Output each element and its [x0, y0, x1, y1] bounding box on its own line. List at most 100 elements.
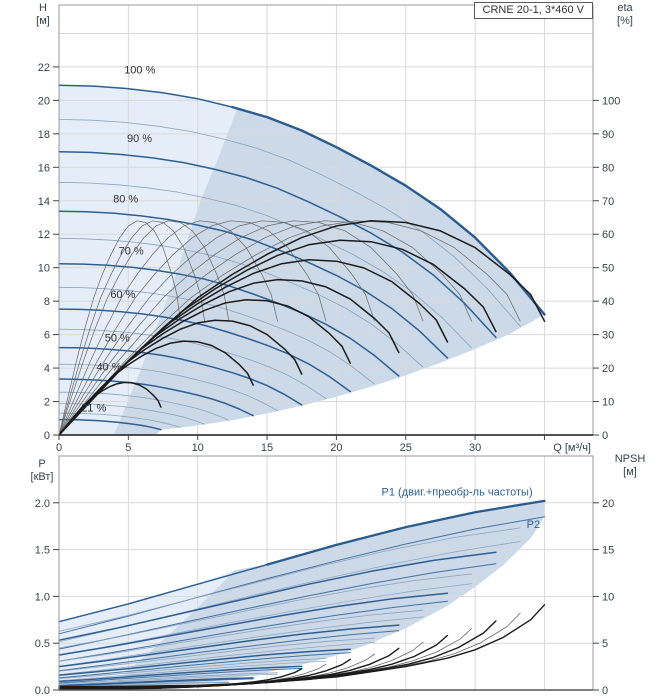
tick-label: 10 — [602, 397, 614, 409]
curve-label: 21 % — [81, 403, 106, 415]
tick-label: 2.0 — [35, 498, 50, 510]
head-curve-95 — [58, 119, 521, 327]
npsh-axis-header: NPSH [м] — [606, 453, 654, 479]
head-curve-90 — [58, 151, 497, 339]
p1-curve-40 — [58, 677, 254, 687]
p2-curve-70 — [58, 630, 400, 672]
tick-label: 6 — [44, 330, 50, 342]
tick-label: 15 — [602, 545, 614, 557]
efficiency-curve-25 — [58, 220, 181, 436]
tick-label: 0.0 — [35, 685, 50, 697]
curve-label: P1 (двиг.+преобр-ль частоты) — [382, 486, 533, 498]
tick-label: 18 — [38, 129, 50, 141]
tick-label: 80 — [602, 162, 614, 174]
p2-curve-55 — [58, 660, 327, 682]
tick-label: 50 — [602, 263, 614, 275]
npsh-axis-unit: [м] — [623, 466, 637, 478]
tick-label: Q [м³/ч] — [553, 442, 591, 454]
power-axis-label: P — [38, 458, 46, 470]
tick-label: 10 — [192, 442, 204, 454]
tick-label: 0 — [44, 430, 50, 442]
head-curve-100 — [231, 105, 546, 316]
head-curve-85 — [58, 181, 473, 349]
efficiency-curve-35 — [58, 220, 230, 436]
pump-model-title-box: CRNE 20-1, 3*460 V — [473, 2, 593, 19]
p2-curve-65 — [58, 642, 375, 675]
head-curve-21 — [58, 418, 162, 431]
p2-curve-85 — [58, 583, 472, 656]
tick-label: 70 — [602, 196, 614, 208]
tick-label: 10 — [602, 591, 614, 603]
p1-curve-50 — [58, 665, 303, 683]
p2-curve-75 — [58, 616, 424, 667]
tick-label: 20 — [602, 363, 614, 375]
tick-label: 0 — [56, 442, 62, 454]
tick-label: 60 — [602, 229, 614, 241]
p2-curve-45 — [58, 673, 278, 686]
tick-label: 12 — [38, 229, 50, 241]
efficiency-curve-95 — [58, 220, 521, 436]
head-curve-50 — [58, 346, 303, 406]
p2-curve-50 — [58, 667, 303, 684]
tick-label: 0 — [602, 430, 608, 442]
p1-curve-55 — [58, 658, 327, 679]
curve-label: 70 % — [119, 245, 144, 257]
p1-curve-45 — [58, 672, 278, 685]
head-axis-unit: [м] — [36, 15, 50, 27]
p2-curve-90 — [58, 563, 497, 650]
tick-label: 30 — [469, 442, 481, 454]
p1-curve-85 — [58, 573, 473, 649]
tick-label: 30 — [602, 330, 614, 342]
power-axis-unit: [кВт] — [30, 471, 54, 483]
tick-label: 2 — [44, 397, 50, 409]
power-axis-header: P [кВт] — [25, 458, 59, 484]
power-region-dark — [114, 500, 545, 687]
head-axis-label: H — [39, 2, 47, 14]
curve-label: 50 % — [105, 332, 130, 344]
tick-label: 16 — [38, 162, 50, 174]
head-curve-60 — [58, 308, 352, 393]
tick-label: 15 — [261, 442, 273, 454]
tick-label: 5 — [125, 442, 131, 454]
eta-axis-label: eta — [617, 2, 633, 14]
p1-curve-60 — [58, 648, 352, 676]
tick-label: 8 — [44, 296, 50, 308]
tick-label: 1.0 — [35, 591, 50, 603]
eta-axis-unit: [%] — [617, 15, 633, 27]
npsh-curve-100 — [58, 604, 546, 688]
head-curve-80 — [58, 210, 449, 359]
curve-label: 40 % — [96, 362, 121, 374]
p1-curve-95 — [58, 527, 521, 632]
tick-label: 20 — [38, 95, 50, 107]
curve-label: 60 % — [110, 289, 135, 301]
curve-label: P2 — [527, 519, 540, 531]
p2-curve-60 — [58, 652, 351, 679]
p1-curve-100 — [265, 499, 546, 566]
tick-label: 100 — [602, 95, 620, 107]
head-curve-30 — [58, 403, 206, 425]
tick-label: 5 — [602, 638, 608, 650]
tick-label: 0 — [602, 685, 608, 697]
curve-label: 90 % — [127, 133, 152, 145]
npsh-axis-label: NPSH — [614, 453, 646, 465]
pump-model-title: CRNE 20-1, 3*460 V — [482, 4, 585, 16]
p1-curve-65 — [58, 637, 375, 672]
tick-label: 20 — [330, 442, 342, 454]
p1-curve-80 — [58, 592, 449, 656]
p2-curve-40 — [58, 678, 254, 687]
efficiency-curve-100 — [58, 220, 546, 436]
tick-label: 22 — [38, 62, 50, 74]
eta-axis-header: eta [%] — [609, 2, 641, 28]
p2-curve-100 — [58, 516, 545, 635]
p2-curve-80 — [58, 600, 448, 662]
efficiency-curve-30 — [58, 220, 205, 436]
head-curve-35 — [58, 391, 230, 421]
efficiency-curve-65 — [58, 220, 375, 436]
tick-label: 14 — [38, 196, 50, 208]
head-curve-55 — [58, 328, 327, 400]
chart-performance: 100 % 90 % 80 % 70 % 60 % 50 % 40 % 21 % 0 2 4 6 8 10… — [38, 4, 620, 454]
tick-label: 1.5 — [35, 545, 50, 557]
tick-label: 25 — [400, 442, 412, 454]
